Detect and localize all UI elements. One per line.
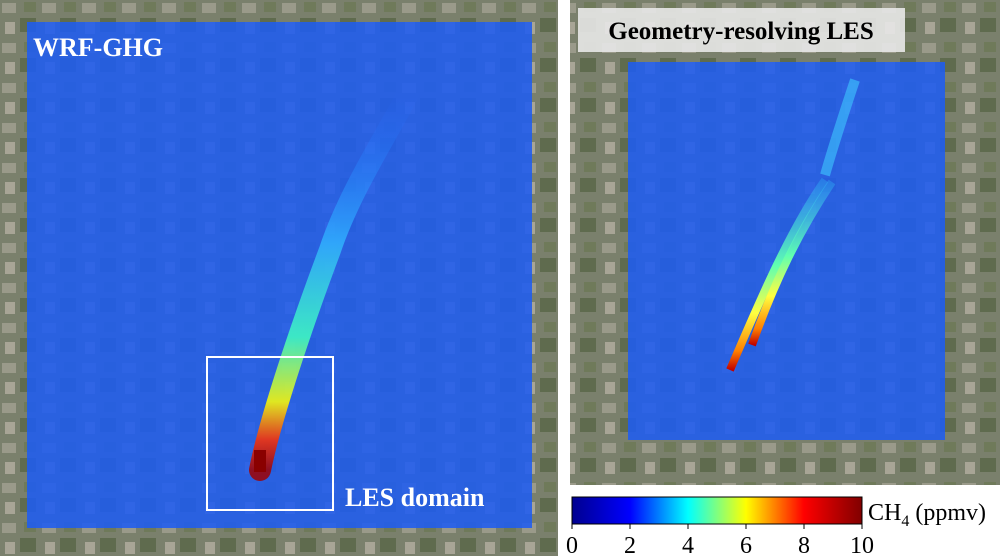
concentration-field [27, 22, 532, 528]
plume [249, 79, 421, 481]
panel-label: WRF-GHG [33, 33, 163, 62]
tick-label: 2 [624, 533, 636, 556]
label-box [578, 8, 905, 52]
tick-label: 4 [682, 533, 694, 556]
colorbar-body [571, 496, 863, 525]
plume [820, 78, 860, 177]
colorbar-label: CH4 (ppmv) [868, 500, 986, 530]
tick-label: 6 [740, 533, 752, 556]
panel-les: Geometry-resolving LES [570, 0, 1000, 485]
plume-source [254, 450, 266, 472]
label-subscript: 4 [901, 513, 909, 530]
label-base: CH [868, 500, 901, 526]
panel-label: Geometry-resolving LES [608, 18, 873, 45]
plume [726, 177, 829, 372]
les-domain-box [206, 356, 334, 511]
plume [748, 179, 836, 347]
annotation: LES domain [345, 483, 485, 512]
tick-label: 10 [850, 533, 874, 556]
tick-label: 8 [798, 533, 810, 556]
panel-wrf: WRF-GHG LES domain [0, 0, 558, 556]
colorbar: CH4 (ppmv) 0 2 4 6 8 10 [566, 496, 986, 556]
label-unit: (ppmv) [915, 500, 986, 526]
tick-label: 0 [566, 533, 578, 556]
